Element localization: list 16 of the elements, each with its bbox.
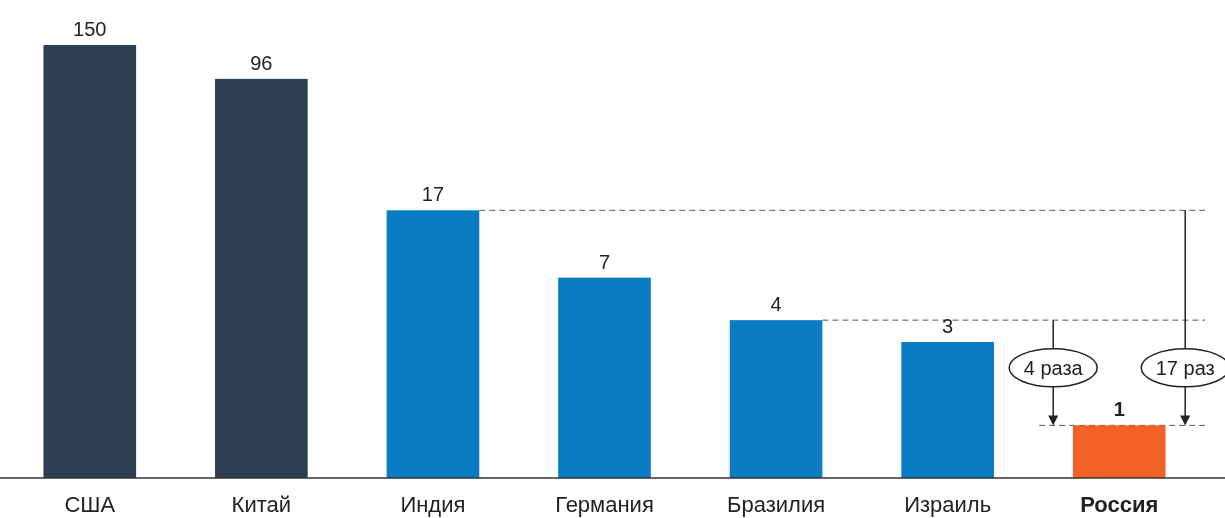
x-tick-label: Германия <box>555 492 654 517</box>
annotation: 4 раза <box>1023 356 1084 379</box>
data-label: 7 <box>598 250 611 273</box>
x-tick-label: Китай <box>231 492 292 517</box>
data-label: 150 <box>73 18 107 40</box>
data-label: 4 <box>770 293 782 316</box>
x-tick-label: Индия <box>400 492 466 517</box>
data-label: 3 <box>942 314 954 337</box>
x-tick-label: США <box>64 492 116 517</box>
data-label: 1 <box>1113 398 1125 421</box>
x-tick-label: Израиль <box>904 492 992 517</box>
x-tick-label: Россия <box>1080 492 1159 517</box>
data-label: 96 <box>250 51 273 74</box>
annotation: 17 раз <box>1155 356 1215 379</box>
data-label: 17 <box>421 183 445 206</box>
x-tick-label: Бразилия <box>727 492 826 517</box>
